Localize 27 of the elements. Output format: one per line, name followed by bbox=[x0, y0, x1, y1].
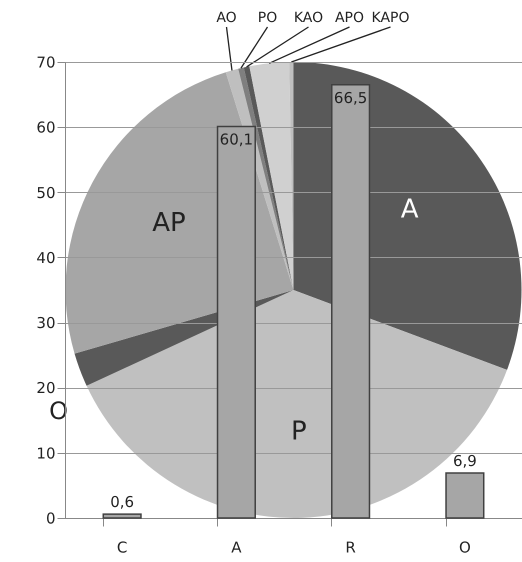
y-tick-label: 60 bbox=[36, 118, 56, 137]
data-label: 0,6 bbox=[110, 493, 134, 512]
y-tick-label: 40 bbox=[36, 248, 56, 267]
slice-label: KAPO bbox=[372, 10, 410, 26]
slice-label: APO bbox=[334, 10, 364, 26]
y-tick-label: 0 bbox=[46, 510, 56, 528]
x-tick-label: A bbox=[231, 538, 242, 556]
x-tick-label: R bbox=[345, 538, 356, 556]
bar bbox=[102, 513, 142, 519]
slice-label: AO bbox=[216, 10, 237, 26]
y-tick-label: 10 bbox=[36, 444, 56, 462]
data-label: 66,5 bbox=[334, 88, 368, 107]
x-tick-label: C bbox=[116, 538, 128, 556]
y-tick-label: 20 bbox=[36, 379, 56, 398]
slice-label: A bbox=[400, 194, 419, 224]
y-tick-label: 50 bbox=[36, 184, 56, 202]
data-label: 6,9 bbox=[452, 452, 477, 470]
y-tick-label: 30 bbox=[36, 314, 56, 332]
slice-label: AP bbox=[152, 208, 186, 238]
y-tick-label: 70 bbox=[36, 54, 56, 72]
bar bbox=[331, 84, 370, 519]
data-label: 60,1 bbox=[220, 130, 254, 148]
bar bbox=[445, 472, 484, 519]
slice-label: PO bbox=[258, 10, 278, 26]
x-tick-label: O bbox=[458, 538, 471, 556]
slice-label: KAO bbox=[294, 10, 324, 26]
slice-label: P bbox=[290, 416, 307, 446]
